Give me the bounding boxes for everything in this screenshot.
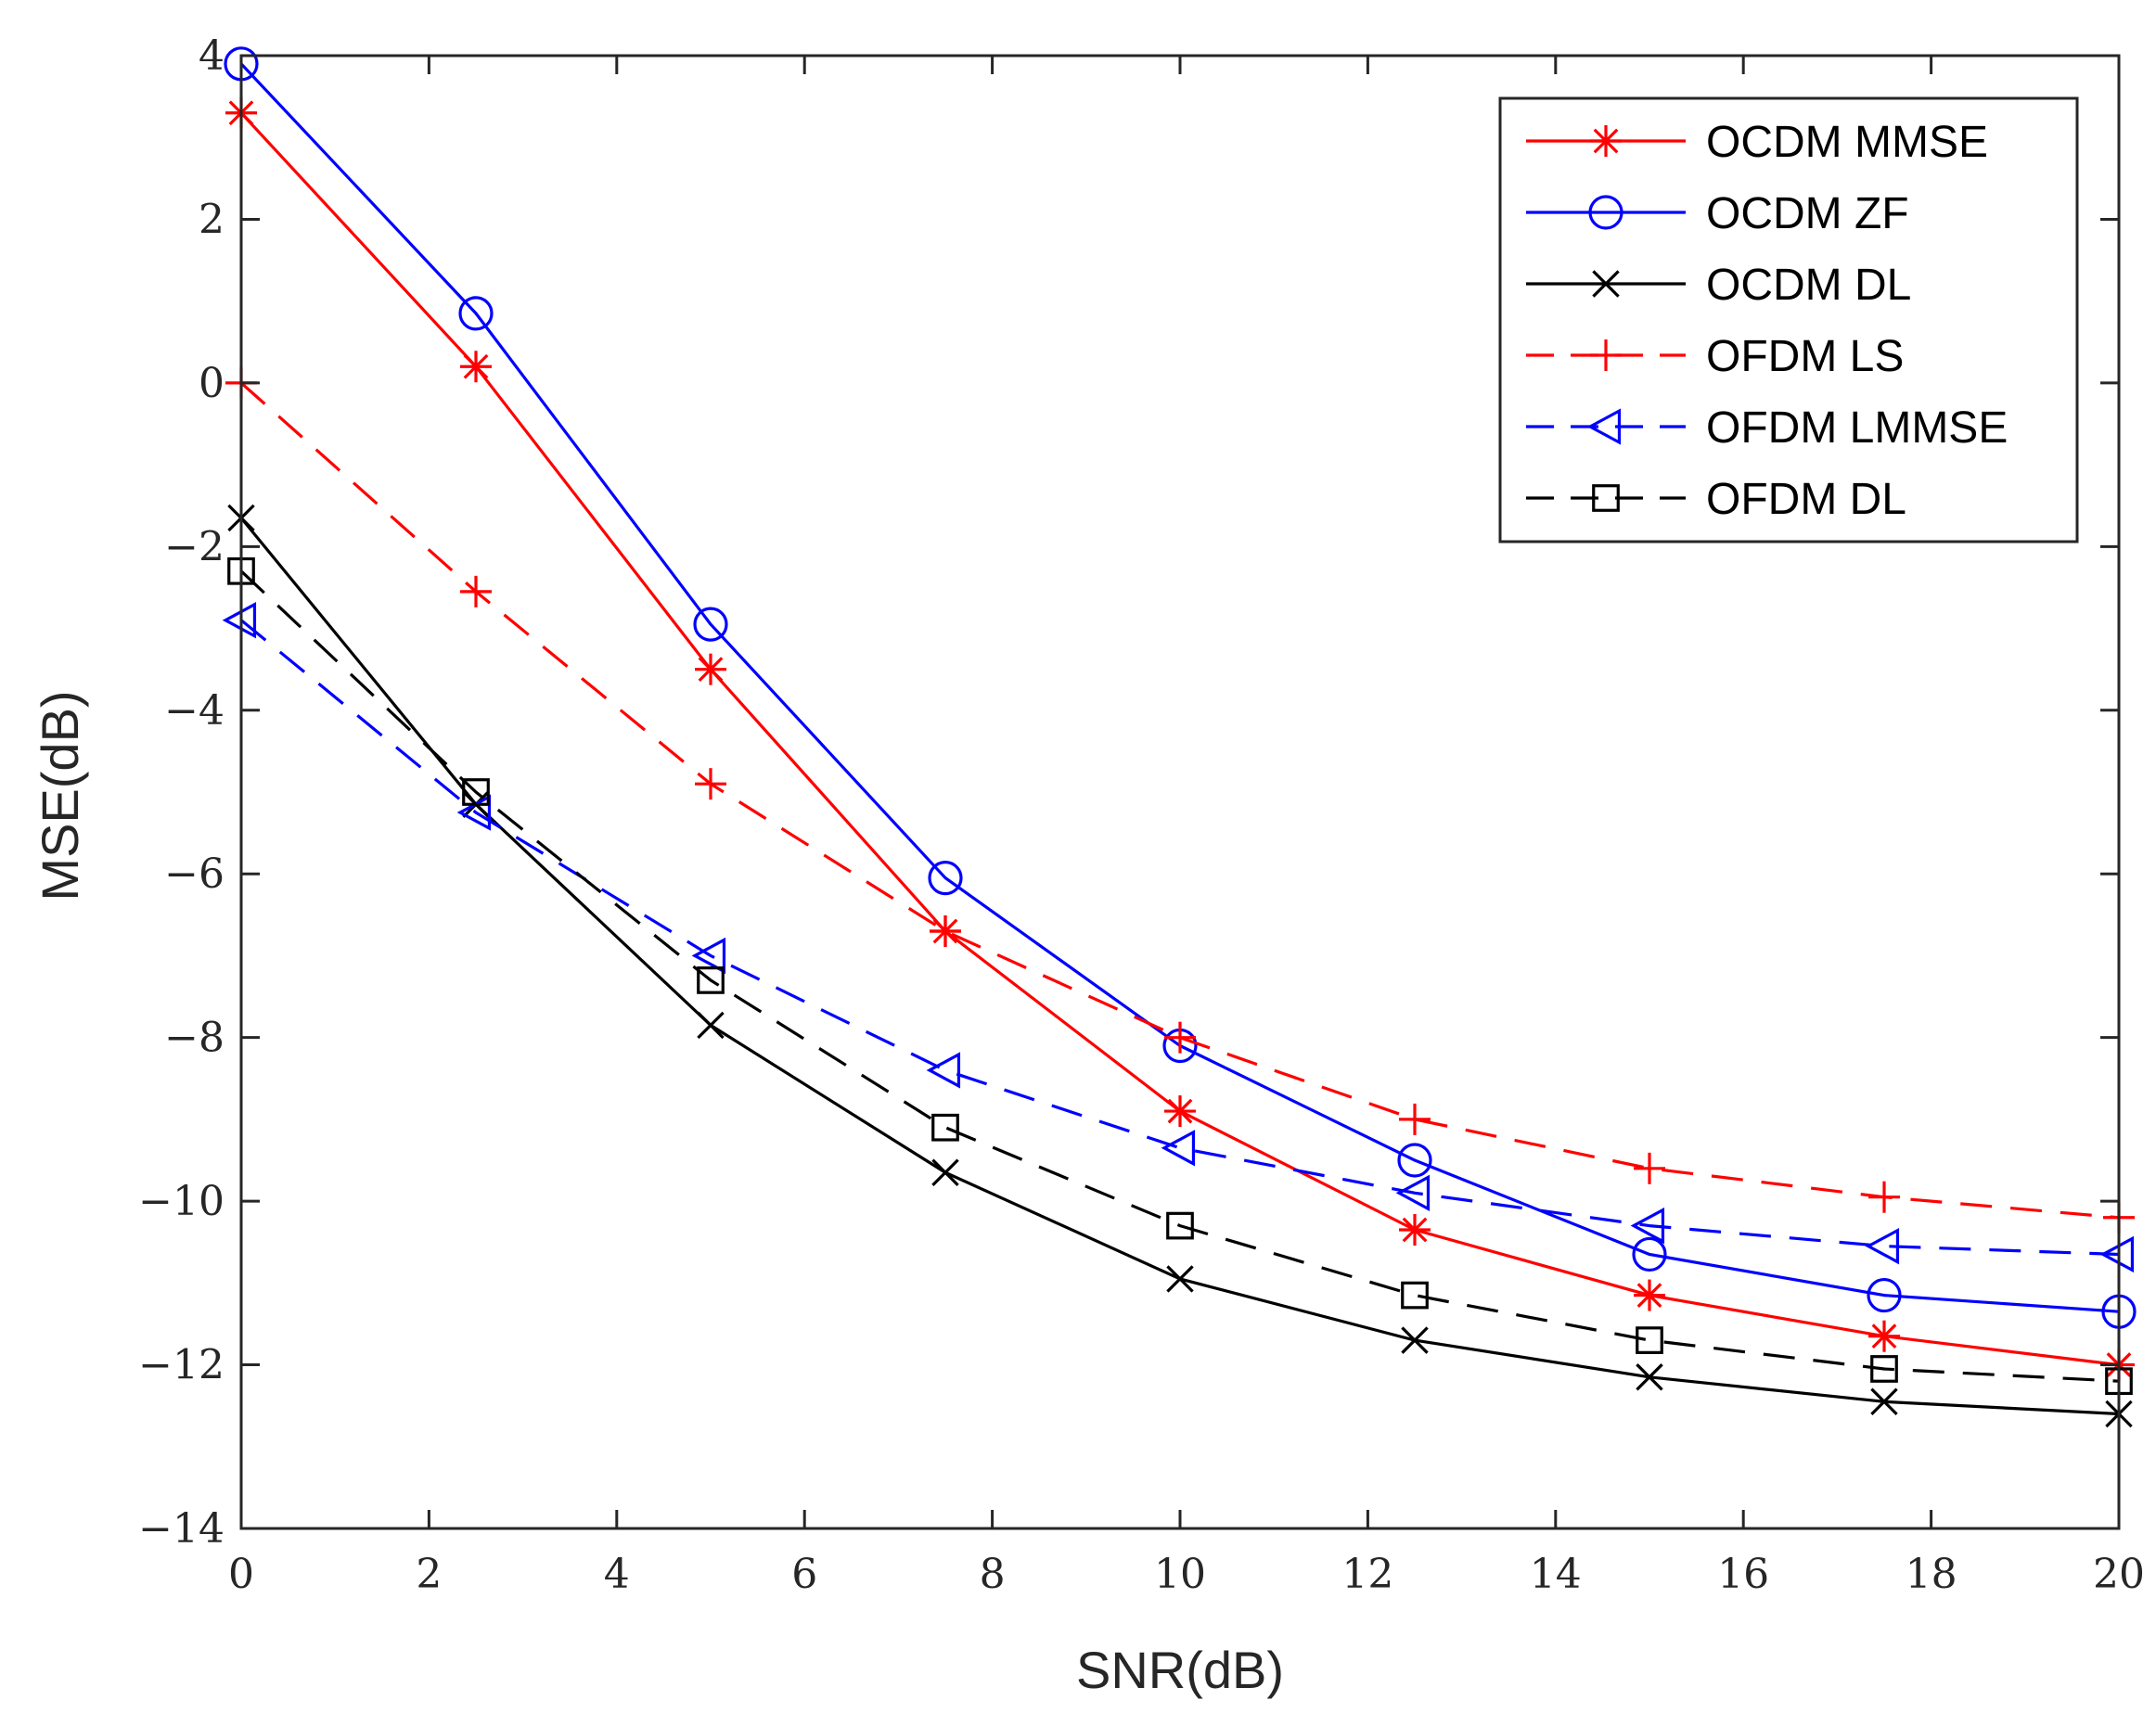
series-ocdm-dl: [227, 504, 2133, 1428]
data-point-ocdm-zf: [1867, 1277, 1902, 1313]
x-tick-label: 0: [228, 1551, 254, 1598]
x-tick-label: 18: [1906, 1551, 1957, 1598]
data-point-ofdm-dl: [931, 1113, 959, 1142]
legend-label: OFDM DL: [1706, 475, 1906, 524]
y-tick-label: −6: [164, 850, 225, 898]
data-point-ocdm-dl: [1870, 1387, 1898, 1415]
data-point-ocdm-dl: [697, 1011, 725, 1040]
legend-marker: [1592, 484, 1620, 512]
data-point-ofdm-lmmse: [1865, 1227, 1900, 1265]
data-point-ofdm-dl: [1870, 1355, 1898, 1383]
y-tick-label: −4: [164, 687, 225, 735]
data-point-ofdm-dl: [697, 966, 725, 994]
x-axis-title: SNR(dB): [1076, 1641, 1284, 1699]
legend-label: OCDM MMSE: [1706, 118, 1988, 167]
y-tick-label: 2: [199, 196, 225, 243]
data-point-ofdm-ls: [1868, 1181, 1900, 1213]
data-point-ofdm-lmmse: [1395, 1174, 1431, 1211]
legend-entry-ocdm-zf: OCDM ZF: [1526, 189, 1909, 238]
series-line-ofdm-dl: [239, 569, 2120, 1383]
y-axis-title: MSE(dB): [31, 690, 89, 901]
data-point-ocdm-dl: [1401, 1326, 1429, 1354]
x-tick-label: 4: [604, 1551, 630, 1598]
legend: OCDM MMSE OCDM ZF OCDM DL OFDM LS OFDM LMMSE…: [1498, 96, 2079, 543]
x-tick-label: 12: [1341, 1551, 1393, 1598]
legend-entry-ocdm-dl: OCDM DL: [1526, 261, 1911, 310]
data-point-ofdm-ls: [1164, 1021, 1196, 1054]
y-tick-label: −12: [138, 1342, 225, 1389]
data-point-ocdm-mmse: [460, 351, 492, 383]
legend-box: [1498, 96, 2079, 543]
data-point-ocdm-dl: [1636, 1363, 1663, 1391]
data-point-ocdm-mmse: [1868, 1320, 1900, 1352]
data-point-ofdm-dl: [1636, 1326, 1663, 1354]
legend-marker: [1586, 408, 1622, 445]
legend-label: OFDM LMMSE: [1706, 403, 2008, 453]
data-point-ocdm-zf: [458, 296, 494, 331]
data-point-ocdm-zf: [1632, 1236, 1667, 1272]
series-ofdm-dl: [227, 556, 2133, 1396]
data-point-ofdm-lmmse: [1630, 1207, 1665, 1245]
y-tick-label: −8: [164, 1015, 225, 1062]
data-point-ofdm-dl: [462, 778, 490, 806]
x-tick-label: 14: [1530, 1551, 1582, 1598]
legend-label: OCDM DL: [1706, 261, 1911, 310]
data-point-ofdm-ls: [1634, 1152, 1665, 1184]
data-point-ofdm-dl: [1401, 1281, 1429, 1310]
series-line-ofdm-lmmse: [239, 619, 2120, 1257]
data-point-ofdm-ls: [1399, 1103, 1431, 1135]
data-point-ofdm-ls: [930, 914, 961, 947]
legend-marker: [1590, 339, 1622, 371]
data-point-ocdm-dl: [1166, 1265, 1194, 1293]
x-tick-label: 2: [416, 1551, 442, 1598]
data-point-ofdm-lmmse: [691, 937, 726, 975]
y-tick-label: −10: [138, 1178, 225, 1225]
x-tick-label: 6: [791, 1551, 817, 1598]
data-point-ocdm-zf: [1397, 1143, 1432, 1178]
data-point-ofdm-lmmse: [1161, 1130, 1196, 1167]
data-point-ocdm-mmse: [695, 653, 726, 685]
y-tick-label: 0: [199, 360, 225, 407]
y-tick-label: 4: [199, 32, 225, 80]
y-tick-label: −14: [138, 1505, 225, 1553]
x-tick-label: 20: [2093, 1551, 2145, 1598]
data-point-ofdm-dl: [1166, 1211, 1194, 1240]
data-point-ocdm-mmse: [1634, 1279, 1665, 1311]
data-point-ocdm-mmse: [1164, 1095, 1196, 1128]
x-tick-label: 16: [1717, 1551, 1769, 1598]
legend-entry-ofdm-lmmse: OFDM LMMSE: [1526, 403, 2008, 453]
legend-entry-ofdm-dl: OFDM DL: [1526, 475, 1906, 524]
legend-marker: [1590, 125, 1622, 157]
legend-entry-ocdm-mmse: OCDM MMSE: [1526, 118, 1988, 167]
data-point-ocdm-mmse: [1399, 1213, 1431, 1246]
legend-entry-ofdm-ls: OFDM LS: [1526, 332, 1904, 381]
legend-marker: [1592, 270, 1620, 298]
y-tick-label: −2: [164, 523, 225, 570]
legend-marker: [1588, 195, 1623, 230]
data-point-ofdm-ls: [695, 768, 726, 800]
data-point-ocdm-zf: [693, 607, 728, 642]
data-point-ocdm-dl: [931, 1158, 959, 1186]
x-tick-label: 10: [1154, 1551, 1206, 1598]
data-point-ofdm-ls: [460, 575, 492, 607]
legend-label: OCDM ZF: [1706, 189, 1909, 238]
x-tick-label: 8: [980, 1551, 1006, 1598]
data-point-ocdm-zf: [928, 861, 963, 896]
data-point-ofdm-lmmse: [926, 1052, 961, 1089]
legend-label: OFDM LS: [1706, 332, 1904, 381]
